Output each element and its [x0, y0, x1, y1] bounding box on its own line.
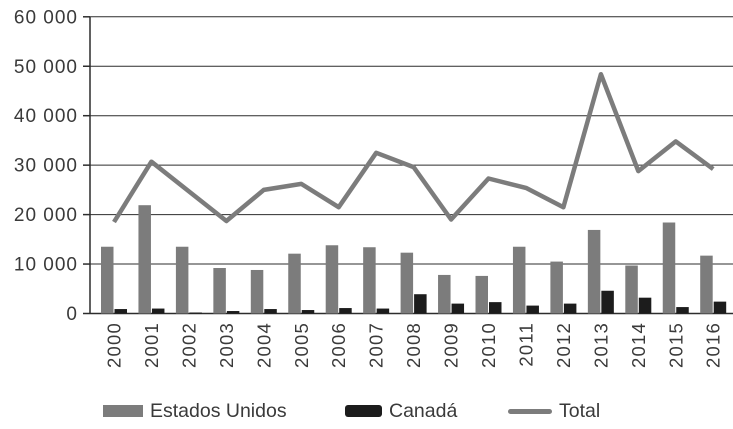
total-line — [112, 71, 715, 224]
bar-estados-unidos-2009 — [438, 274, 451, 314]
bar-estados-unidos-2008 — [400, 252, 414, 314]
bar-canada-2006 — [339, 308, 352, 314]
x-axis-label-2010: 2010 — [478, 322, 499, 368]
legend-label-canada: Canadá — [389, 400, 458, 422]
bar-canada-2016 — [713, 301, 727, 314]
bar-canada-2004 — [264, 309, 277, 314]
y-tick-label-50-000: 50 000 — [14, 57, 78, 78]
bar-estados-unidos-2005 — [288, 253, 301, 314]
x-axis-label-2007: 2007 — [366, 322, 387, 368]
bar-canada-2003 — [226, 311, 240, 314]
legend-item-estados-unidos: Estados Unidos — [103, 398, 287, 424]
total-line-swatch — [508, 408, 552, 414]
bar-estados-unidos-2015 — [662, 222, 676, 314]
bar-estados-unidos-2001 — [138, 205, 151, 314]
bar-estados-unidos-2011 — [512, 246, 526, 314]
bar-canada-2000 — [114, 309, 127, 314]
bar-estados-unidos-2002 — [175, 246, 189, 314]
x-axis-label-2012: 2012 — [553, 322, 574, 368]
bar-estados-unidos-2007 — [363, 247, 376, 314]
estados-unidos-bar-swatch — [103, 405, 143, 417]
bar-estados-unidos-2000 — [101, 246, 114, 314]
x-axis-label-2016: 2016 — [703, 322, 724, 368]
bar-canada-2014 — [638, 297, 652, 314]
bar-estados-unidos-2013 — [587, 229, 601, 314]
y-tick-label-10-000: 10 000 — [14, 255, 78, 276]
bar-estados-unidos-2010 — [475, 275, 488, 314]
x-axis-label-2006: 2006 — [328, 322, 349, 368]
bar-canada-2008 — [414, 294, 427, 314]
bar-canada-2013 — [601, 290, 614, 314]
y-tick-label-0: 0 — [66, 304, 78, 325]
bar-estados-unidos-2016 — [700, 255, 713, 314]
x-axis-label-2001: 2001 — [141, 322, 162, 368]
y-tick-label-40-000: 40 000 — [14, 106, 78, 127]
bar-canada-2010 — [489, 302, 502, 314]
y-tick-label-60-000: 60 000 — [14, 7, 78, 28]
x-axis-label-2000: 2000 — [104, 322, 125, 368]
legend-item-canada: Canadá — [345, 398, 457, 424]
bar-canada-2005 — [301, 310, 315, 314]
x-axis-label-2003: 2003 — [216, 322, 237, 368]
bar-canada-2011 — [526, 305, 539, 314]
bar-canada-2001 — [151, 308, 165, 314]
bar-estados-unidos-2014 — [625, 265, 638, 314]
bar-canada-2015 — [676, 307, 689, 314]
bar-estados-unidos-2003 — [213, 268, 226, 314]
y-tick-label-20-000: 20 000 — [14, 205, 78, 226]
bar-canada-2012 — [563, 303, 577, 314]
x-axis-label-2005: 2005 — [291, 322, 312, 368]
y-tick-label-30-000: 30 000 — [14, 156, 78, 177]
bar-canada-2007 — [376, 308, 390, 314]
x-axis-label-2008: 2008 — [403, 322, 424, 368]
x-axis-label-2002: 2002 — [178, 322, 199, 368]
legend-label-estados-unidos: Estados Unidos — [150, 400, 287, 422]
bar-estados-unidos-2004 — [250, 269, 264, 314]
x-axis-label-2015: 2015 — [665, 322, 686, 368]
x-axis-label-2009: 2009 — [441, 322, 462, 368]
legend: Estados Unidos Canadá Total — [0, 398, 733, 429]
x-axis-label-2013: 2013 — [590, 322, 611, 368]
legend-item-total: Total — [508, 398, 600, 424]
bar-estados-unidos-2006 — [325, 245, 339, 314]
bar-canada-2002 — [189, 312, 202, 314]
legend-label-total: Total — [559, 400, 601, 422]
canada-bar-swatch — [345, 405, 382, 417]
bar-canada-2009 — [451, 303, 465, 314]
bar-estados-unidos-2012 — [550, 261, 563, 314]
x-axis-label-2014: 2014 — [628, 322, 649, 368]
x-axis-label-2011: 2011 — [515, 322, 536, 367]
x-axis-label-2004: 2004 — [253, 322, 274, 368]
chart-canvas: 0 10 000 20 000 30 000 40 000 50 000 60 000 200… — [14, 7, 733, 368]
